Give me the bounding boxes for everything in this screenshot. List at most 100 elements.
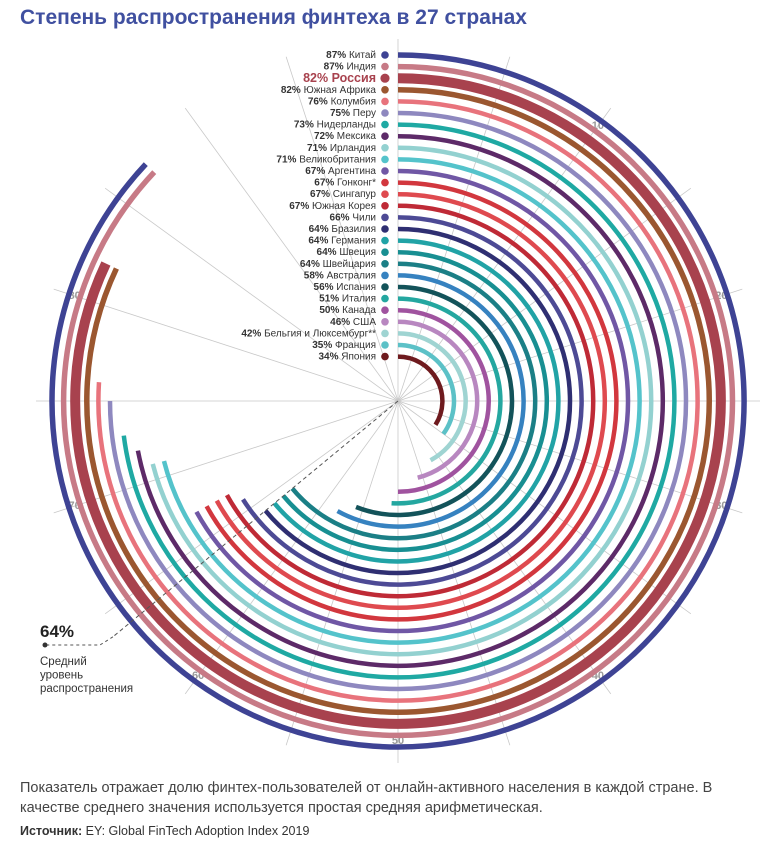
legend-label: 75% Перу xyxy=(330,108,376,119)
average-line xyxy=(112,400,399,638)
legend-dot xyxy=(381,294,389,303)
legend-dot xyxy=(381,62,389,71)
legend-label: 35% Франция xyxy=(312,340,376,351)
arc-20 xyxy=(336,273,526,529)
legend-label: 87% Китай xyxy=(326,50,376,61)
legend-country: Мексика xyxy=(334,131,376,142)
legend-label: 71% Ирландия xyxy=(307,142,376,153)
legend-label: 67% Южная Корея xyxy=(289,200,376,211)
average-marker xyxy=(42,642,48,648)
legend-country: Аргентина xyxy=(325,166,376,177)
legend-dot xyxy=(381,167,389,175)
legend-dot xyxy=(381,341,389,349)
legend-country: Китай xyxy=(346,50,376,61)
legend-label: 82% Россия xyxy=(303,71,376,85)
legend-value: 72% xyxy=(314,131,334,142)
legend-label: 66% Чили xyxy=(330,212,376,223)
legend-country: Великобритания xyxy=(296,153,376,165)
arc-7 xyxy=(121,122,677,680)
legend-country: Колумбия xyxy=(328,95,376,107)
country-arcs xyxy=(49,52,747,750)
legend-dot xyxy=(381,283,389,291)
legend-dot xyxy=(381,109,389,117)
legend-dot xyxy=(381,248,389,256)
arc-5 xyxy=(96,99,700,703)
legend-label: 51% Италия xyxy=(319,293,376,304)
legend-label: 58% Австралия xyxy=(304,270,376,281)
arc-10 xyxy=(161,157,642,645)
legend-country: Ирландия xyxy=(327,142,376,153)
legend-value: 50% xyxy=(319,305,339,316)
legend-country: Канада xyxy=(339,305,376,316)
legend-dot xyxy=(381,306,389,315)
arc-18 xyxy=(281,249,550,553)
legend-dot xyxy=(381,329,389,338)
grid-line xyxy=(53,288,399,402)
legend-country: Гонконг* xyxy=(334,177,376,188)
grid-line xyxy=(104,400,399,615)
arc-16 xyxy=(263,226,573,576)
legend-value: 67% xyxy=(310,189,330,200)
legend-label: 64% Германия xyxy=(308,235,376,246)
grid-line xyxy=(285,56,399,402)
footnote: Показатель отражает долю финтех-пользова… xyxy=(20,780,713,816)
legend-value: 82% xyxy=(281,84,301,95)
legend-country: Чили xyxy=(350,212,376,223)
legend-value: 51% xyxy=(319,293,339,304)
legend-value: 64% xyxy=(317,247,337,258)
arc-19 xyxy=(290,261,538,541)
legend-country: Испания xyxy=(334,282,376,293)
legend-country: Германия xyxy=(328,235,376,246)
chart-title: Степень распространения финтеха в 27 стр… xyxy=(20,6,527,29)
arc-9 xyxy=(150,145,654,657)
legend-country: Перу xyxy=(350,108,376,119)
legend-dot xyxy=(381,225,389,233)
legend-label: 76% Колумбия xyxy=(308,95,376,107)
legend-dot xyxy=(381,236,389,245)
legend-value: 64% xyxy=(300,258,320,269)
legend-dot xyxy=(381,155,389,164)
legend-value: 34% xyxy=(318,351,338,362)
arc-22 xyxy=(391,296,503,506)
legend-label: 73% Нидерланды xyxy=(294,119,376,130)
legend-country: Австралия xyxy=(324,270,376,281)
arc-21 xyxy=(355,284,515,518)
arc-17 xyxy=(272,238,561,564)
arc-2 xyxy=(60,63,736,739)
legend-dot xyxy=(381,318,389,326)
legend-country: Бельгия и Люксембург** xyxy=(261,327,376,339)
legend-country: Италия xyxy=(339,293,376,304)
arc-23 xyxy=(397,307,492,495)
arc-11 xyxy=(194,168,631,634)
legend-value: 67% xyxy=(289,200,309,211)
legend-value: 46% xyxy=(330,316,350,327)
legend-label: 46% США xyxy=(330,316,376,327)
legend-value: 82% xyxy=(303,71,328,85)
legend-label: 42% Бельгия и Люксембург** xyxy=(241,327,376,339)
legend-value: 87% xyxy=(324,61,344,72)
legend-value: 71% xyxy=(276,154,296,165)
legend-country: Бразилия xyxy=(329,224,376,235)
legend-label: 56% Испания xyxy=(314,282,376,293)
arc-15 xyxy=(241,215,584,587)
arc-13 xyxy=(214,191,608,610)
source-text: EY: Global FinTech Adoption Index 2019 xyxy=(85,824,310,838)
legend-dot xyxy=(381,120,389,129)
legend-dot xyxy=(381,97,389,106)
legend-dot xyxy=(381,51,389,59)
arc-3 xyxy=(70,73,726,729)
legend-value: 56% xyxy=(314,282,334,293)
arc-27 xyxy=(397,354,445,426)
legend-value: 67% xyxy=(314,177,334,188)
legend-value: 66% xyxy=(330,212,350,223)
source-note: Источник: EY: Global FinTech Adoption In… xyxy=(20,824,309,838)
legend-dot xyxy=(381,271,389,280)
legend-country: Индия xyxy=(344,61,376,72)
legend-value: 42% xyxy=(241,328,261,339)
legend-label: 34% Япония xyxy=(318,351,376,362)
legend-country: Япония xyxy=(339,351,377,362)
legend-country: Швейцария xyxy=(320,258,376,269)
grid-line xyxy=(184,107,399,402)
legend-value: 76% xyxy=(308,96,328,107)
